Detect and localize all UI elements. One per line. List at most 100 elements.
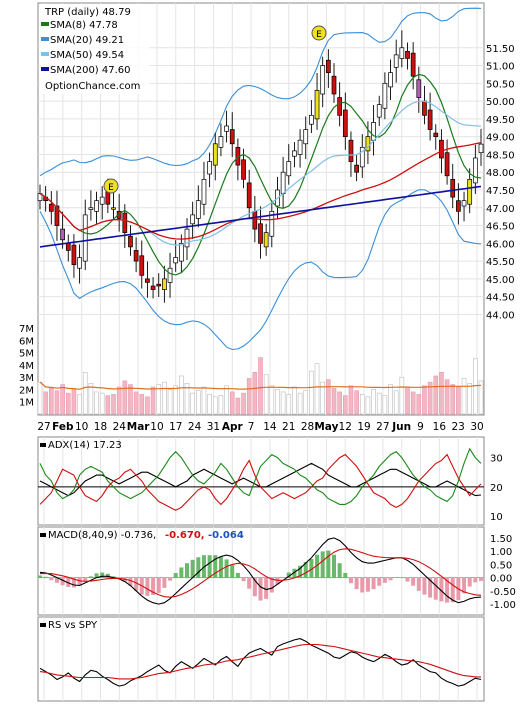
candle-body [354, 164, 359, 173]
x-tick-label: Apr [222, 421, 244, 433]
macd-histogram-bar [100, 572, 105, 579]
candle-body [342, 109, 348, 138]
candle-body [145, 278, 150, 283]
x-tick-label: May [314, 421, 338, 433]
adx-lines [38, 447, 484, 511]
macd-histogram-bar [405, 577, 410, 582]
candle-body [54, 205, 60, 226]
macd-histogram-bar [281, 577, 286, 579]
macd-histogram-bar [60, 577, 65, 586]
candle-body [422, 100, 427, 116]
macd-histogram-bar [185, 563, 189, 579]
volume-bar [241, 392, 246, 415]
adx-title: ADX(14) 17.23 [48, 440, 122, 451]
macd-histogram-bar [377, 577, 382, 586]
plus-di-line [39, 447, 482, 505]
volume-bar [60, 384, 65, 415]
candle-body [122, 212, 128, 234]
x-tick-label: Mar [127, 421, 151, 433]
macd-histogram-bar [286, 572, 291, 579]
macd-histogram-bar [241, 577, 246, 582]
macd-tick-label: 0.50 [490, 560, 512, 571]
volume-bar [173, 385, 178, 415]
volume-bar [473, 358, 478, 415]
macd-histogram-bar [207, 555, 212, 579]
candle-body [190, 214, 196, 225]
volume-tick-label: 1M [19, 398, 34, 409]
volume-bar [139, 394, 145, 415]
price-tick-label: 49.50 [486, 115, 515, 126]
volume-bar [65, 392, 71, 415]
volume-tick-label: 2M [19, 385, 34, 396]
macd-histogram-bar [43, 576, 48, 579]
candle-body [246, 182, 252, 209]
price-tick-label: 48.50 [486, 150, 515, 161]
volume-bar [111, 394, 116, 415]
macd-histogram-bar [473, 577, 478, 583]
volume-tick-label: 5M [19, 349, 34, 360]
volume-bar [348, 385, 354, 415]
macd-tick-label: 0.00 [490, 574, 512, 585]
volume-bar [292, 386, 297, 415]
candle-body [433, 132, 439, 138]
macd-histogram-bar [399, 577, 404, 579]
x-tick-label: Jun [391, 421, 411, 433]
candle-body [456, 200, 461, 212]
macd-histogram-bar [190, 559, 195, 579]
macd-line [39, 537, 482, 605]
price-tick-label: 45.50 [486, 257, 515, 268]
candle-body [105, 191, 111, 205]
price-tick-label: 47.00 [486, 204, 515, 215]
macd-histogram-bar [309, 558, 314, 579]
price-tick-label: 48.00 [486, 168, 515, 179]
candle-body [297, 139, 303, 155]
x-tick-label: 18 [94, 421, 107, 433]
adx-swatch [40, 443, 46, 447]
price-tick-label: 51.50 [486, 44, 515, 55]
volume-bar [82, 371, 88, 415]
volume-bar [405, 386, 410, 415]
volume-bar [461, 378, 467, 415]
price-title: TRP (daily) 48.79 [44, 7, 131, 18]
volume-bar [450, 384, 456, 415]
x-tick-label: 16 [433, 421, 447, 433]
candle-body [331, 75, 337, 95]
macd-histogram-bar [416, 577, 421, 591]
candle-body [269, 210, 275, 237]
volume-bar [105, 395, 111, 415]
macd-histogram-bar [122, 577, 127, 582]
candle-body [99, 196, 105, 205]
x-tick-labels: 27 Feb 10 18 24 Mar 10 17 24 31 Apr 7 14 21 28 May 12 19 2… [37, 421, 483, 433]
candle-body [252, 210, 258, 230]
macd-tick-label: 1.00 [490, 547, 512, 558]
macd-signal-line [39, 548, 482, 598]
macd-histogram-bar [422, 577, 427, 595]
macd-histogram-bar [320, 551, 325, 579]
volume-bar [258, 357, 263, 415]
volume-bar [43, 391, 48, 415]
macd-histogram-bar [173, 572, 178, 579]
legend-sma200: SMA(200) 47.60 [50, 65, 131, 76]
candle-body [65, 242, 71, 251]
candle-body [478, 143, 484, 154]
candle-body [444, 152, 450, 177]
candle-body [71, 244, 77, 266]
macd-histogram-bar [235, 572, 240, 579]
macd-histogram-bar [382, 577, 387, 583]
macd-histogram-bar [360, 577, 365, 593]
x-tick-label: 24 [113, 421, 127, 433]
macd-histogram-bar [332, 554, 336, 579]
x-tick-label: Feb [52, 421, 74, 433]
volume-bar [224, 385, 229, 415]
volume-bar [337, 391, 342, 415]
candle-body [427, 109, 433, 130]
macd-histogram-bar [343, 572, 348, 579]
candle-body [337, 97, 343, 116]
volume-bar [212, 396, 218, 415]
volume-tick-label: 4M [19, 361, 34, 372]
candle-body [258, 223, 263, 244]
x-tick-label: 28 [301, 421, 314, 433]
y-tick-labels: 51.50 51.00 50.50 50.00 49.50 49.00 48.50 48.00… [19, 44, 516, 611]
volume-bar [133, 391, 139, 415]
